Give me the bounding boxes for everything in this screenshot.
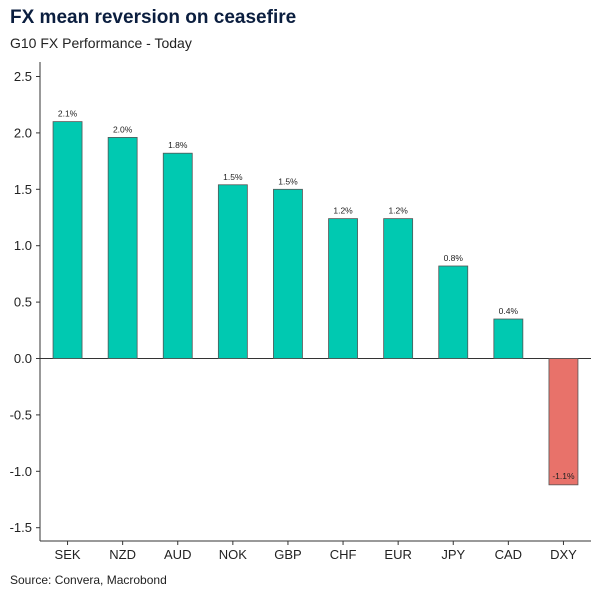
x-tick-label-aud: AUD xyxy=(164,547,191,562)
bar-cad xyxy=(493,318,524,359)
bar-eur xyxy=(383,218,414,359)
x-tick-label-eur: EUR xyxy=(384,547,411,562)
bar-jpy xyxy=(438,265,469,359)
bar-nzd xyxy=(107,137,138,359)
y-tick-label: -1.0 xyxy=(10,464,32,479)
chart-subtitle: G10 FX Performance - Today xyxy=(10,35,192,51)
source-note: Source: Convera, Macrobond xyxy=(10,573,167,587)
x-tick-label-chf: CHF xyxy=(330,547,357,562)
y-tick-label: 0.5 xyxy=(14,295,32,310)
bar-gbp xyxy=(273,188,303,359)
bar-chf xyxy=(328,218,358,359)
y-tick-label: 1.0 xyxy=(14,238,32,253)
y-tick-label: -0.5 xyxy=(10,407,32,422)
data-label-nzd: 2.0% xyxy=(113,124,133,134)
y-tick-label: -1.5 xyxy=(10,520,32,535)
x-tick-label-jpy: JPY xyxy=(441,547,465,562)
y-tick-label: 2.5 xyxy=(14,69,32,84)
x-tick-label-gbp: GBP xyxy=(274,547,301,562)
bar-dxy xyxy=(548,358,579,486)
data-label-eur: 1.2% xyxy=(388,206,408,216)
bar-aud xyxy=(162,152,193,359)
bar-sek xyxy=(52,121,83,359)
x-tick-label-sek: SEK xyxy=(55,547,81,562)
x-tick-label-nzd: NZD xyxy=(109,547,136,562)
data-label-nok: 1.5% xyxy=(223,172,243,182)
y-tick-label: 0.0 xyxy=(14,351,32,366)
data-label-dxy: -1.1% xyxy=(552,471,575,481)
x-tick-label-dxy: DXY xyxy=(550,547,577,562)
y-tick-label: 2.0 xyxy=(14,125,32,140)
bar-nok xyxy=(217,184,248,359)
data-label-gbp: 1.5% xyxy=(278,176,298,186)
y-tick-label: 1.5 xyxy=(14,182,32,197)
x-tick-label-cad: CAD xyxy=(495,547,522,562)
x-tick-label-nok: NOK xyxy=(219,547,248,562)
data-label-jpy: 0.8% xyxy=(444,253,464,263)
data-label-cad: 0.4% xyxy=(499,306,519,316)
data-label-chf: 1.2% xyxy=(333,206,353,216)
data-label-aud: 1.8% xyxy=(168,140,188,150)
chart-title: FX mean reversion on ceasefire xyxy=(10,7,297,28)
data-label-sek: 2.1% xyxy=(58,109,78,119)
